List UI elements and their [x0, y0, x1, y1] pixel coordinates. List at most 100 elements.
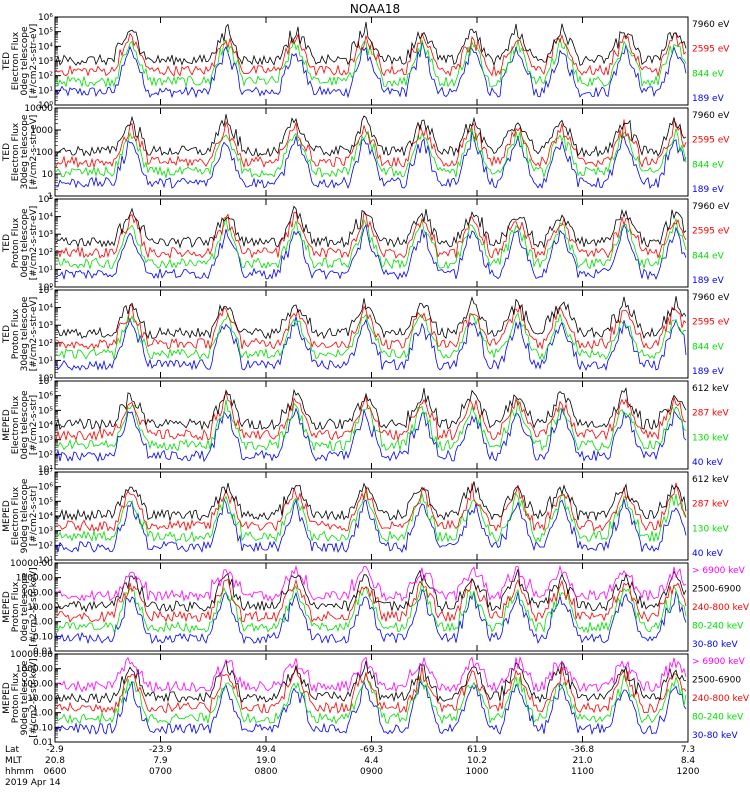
series-trace [55, 655, 687, 693]
y-axis-label-line: [#/cm2-s-str-eV] [29, 115, 39, 190]
footer-value: -36.8 [571, 745, 595, 755]
y-tick-label: 10⁴ [38, 213, 53, 223]
legend-entry: 612 keV [692, 384, 729, 394]
y-tick-label: 10 [42, 170, 54, 180]
y-tick-label: 10² [38, 450, 53, 460]
y-tick-label: 10³ [38, 230, 53, 240]
legend-entry: 844 eV [692, 160, 725, 170]
series-trace [55, 130, 687, 190]
y-axis-label-line: Electron Flux [11, 395, 21, 454]
series-trace [55, 296, 687, 340]
series-trace [55, 41, 687, 99]
y-tick-label: 1000 [30, 126, 53, 136]
y-tick-label: 10⁰ [38, 101, 53, 111]
y-axis-label-line: 0deg telescope [20, 390, 30, 460]
y-tick-label: 0.01 [33, 738, 53, 748]
footer-value: 0800 [255, 767, 278, 777]
series-trace [55, 304, 687, 351]
y-tick-label: 10³ [38, 436, 53, 446]
y-tick-label: 1 [47, 192, 53, 202]
y-axis-label: TEDProton Flux30deg telescope[#/cm2-s-st… [2, 296, 39, 371]
y-tick-label: 10000 [24, 104, 53, 114]
footer-value: 20.8 [45, 756, 65, 766]
footer-value: 19.0 [256, 756, 276, 766]
y-tick-label: 10¹ [38, 556, 53, 566]
y-tick-label: 10⁴ [38, 304, 53, 314]
legend-entry: 612 keV [692, 475, 729, 485]
y-tick-label: 10⁷ [38, 377, 53, 387]
y-tick-label: 10⁶ [38, 13, 53, 23]
legend-entry: 2500-6900 [692, 585, 741, 595]
series-trace [55, 205, 687, 249]
legend-entry: 80-240 keV [692, 713, 744, 723]
y-axis-label: MEPEDElectron Flux90deg telescope[#/cm2-… [2, 478, 39, 553]
y-axis-label-line: MEPED [2, 682, 12, 714]
y-tick-label: 1.00 [33, 618, 53, 628]
footer-value: 0700 [149, 767, 172, 777]
y-axis-label-line: MEPED [2, 500, 12, 532]
footer-row-label: MLT [5, 756, 23, 766]
y-tick-label: 1000.00 [16, 665, 53, 675]
y-axis-label-line: 90deg telescope [20, 660, 30, 735]
series-trace [55, 679, 687, 736]
legend-entry: 2595 eV [692, 45, 730, 55]
y-tick-label: 10⁵ [38, 195, 53, 205]
y-tick-label: 10⁷ [38, 468, 53, 478]
y-axis-label-line: Electron Flux [11, 486, 21, 545]
y-tick-label: 10¹ [38, 265, 53, 275]
legend-entry: 287 keV [692, 500, 729, 510]
legend-entry: 2595 eV [692, 318, 730, 328]
footer-value: -69.3 [360, 745, 383, 755]
y-axis-label-line: Proton Flux [11, 581, 21, 632]
series-trace [55, 659, 687, 704]
y-axis-label-line: 0deg telescope [20, 208, 30, 278]
y-tick-label: 100 [36, 148, 53, 158]
y-tick-label: 10³ [38, 321, 53, 331]
y-tick-label: 10² [38, 339, 53, 349]
y-tick-label: 10000.00 [10, 650, 53, 660]
series-trace [55, 316, 687, 372]
y-tick-label: 10³ [38, 527, 53, 537]
series-trace [55, 672, 687, 725]
footer-value: 0900 [360, 767, 383, 777]
y-tick-label: 1000.00 [16, 574, 53, 584]
series-trace [55, 217, 687, 270]
y-axis-label: MEPEDProton Flux0deg telescope[#/cm2-s-s… [2, 567, 39, 646]
footer-value: 7.9 [153, 756, 168, 766]
y-axis-label-line: 0deg telescope [20, 26, 30, 96]
y-axis-label-line: [#/cm2-s-str] [29, 395, 39, 455]
y-tick-label: 1.00 [33, 709, 53, 719]
panel-frame [54, 471, 689, 561]
y-tick-label: 10² [38, 248, 53, 258]
y-tick-label: 10⁰ [38, 283, 53, 293]
legend-entry: 844 eV [692, 342, 725, 352]
series-trace [55, 312, 687, 361]
legend-entry: 189 eV [692, 94, 725, 104]
series-trace [55, 481, 687, 522]
legend-entry: 40 keV [692, 458, 724, 468]
series-trace [55, 32, 687, 78]
y-axis-label-line: 90deg telescope [20, 478, 30, 553]
y-axis-label-line: Electron Flux [11, 31, 21, 90]
y-tick-label: 10¹ [38, 356, 53, 366]
y-axis-label-line: 0deg telescope [20, 572, 30, 642]
y-axis-label-line: Electron Flux [11, 122, 21, 181]
y-axis-label-line: 30deg telescope [20, 114, 30, 189]
series-trace [55, 211, 687, 260]
legend-entry: 2595 eV [692, 136, 730, 146]
y-tick-label: 10⁵ [38, 286, 53, 296]
footer-value: 7.3 [681, 745, 695, 755]
footer-value: 61.9 [467, 745, 487, 755]
y-tick-label: 10⁵ [38, 497, 53, 507]
y-tick-label: 10⁴ [38, 421, 53, 431]
legend-entry: 844 eV [692, 69, 725, 79]
series-trace [55, 569, 687, 613]
series-trace [55, 399, 687, 452]
footer-value: 49.4 [256, 745, 276, 755]
legend-entry: 287 keV [692, 409, 729, 419]
y-axis-label: TEDElectron Flux0deg telescope[#/cm2-s-s… [2, 24, 39, 99]
